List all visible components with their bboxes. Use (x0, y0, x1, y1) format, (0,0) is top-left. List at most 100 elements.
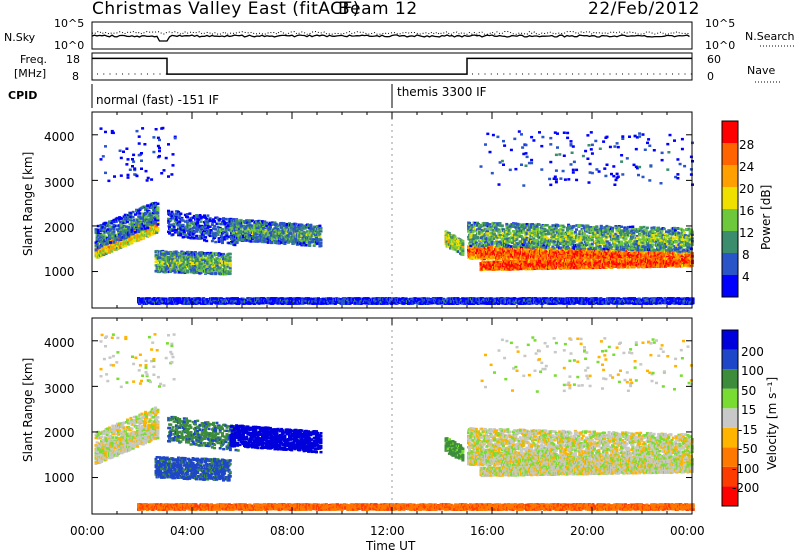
beam-label: Beam 12 (338, 0, 418, 19)
power-cell (229, 253, 232, 256)
power-cell (107, 232, 110, 235)
power-cell (461, 250, 464, 253)
power-cell (193, 237, 196, 240)
power-cell (146, 227, 149, 230)
power-cell (320, 245, 323, 248)
nsky-panel (92, 22, 692, 49)
power-cell (221, 242, 224, 245)
cpid-label: CPID (8, 89, 37, 102)
power-cell (233, 244, 236, 247)
power-cell (282, 222, 285, 225)
power-cell (461, 240, 464, 243)
nsearch-tick-bottom: 10^0 (705, 39, 735, 52)
nsearch-label: N.Search (745, 30, 795, 43)
power-cell (179, 213, 182, 216)
power-cell (95, 248, 98, 251)
freq-panel (92, 53, 692, 80)
power-cell (250, 240, 253, 243)
power-cell (156, 209, 159, 212)
power-cell (156, 229, 159, 232)
power-panel (92, 112, 695, 308)
freq-label-2: [MHz] (14, 67, 46, 80)
nsky-tick-top: 10^5 (54, 17, 84, 30)
nave-tick-top: 60 (707, 53, 721, 66)
power-cell (214, 273, 217, 276)
power-cell (217, 234, 220, 237)
power-cell (155, 214, 158, 217)
power-cell (113, 230, 116, 233)
power-cell (110, 250, 113, 253)
power-cell (240, 220, 243, 223)
power-cell (204, 236, 207, 239)
freq-tick-top: 18 (66, 53, 80, 66)
freq-frame (92, 53, 692, 80)
power-cell (229, 259, 232, 262)
power-cell (138, 212, 141, 215)
power-cell (229, 272, 232, 275)
power-cell (320, 239, 323, 242)
power-cell (195, 235, 198, 238)
nave-label: Nave (747, 64, 775, 77)
power-cell (270, 241, 273, 244)
power-cell (104, 227, 107, 230)
power-cell (214, 241, 217, 244)
power-cell (308, 244, 311, 247)
power-cell (224, 218, 227, 221)
nsearch-series (92, 32, 690, 35)
power-cell (113, 241, 116, 244)
power-cell (182, 224, 185, 227)
power-cell (155, 231, 158, 234)
power-cell (229, 264, 232, 267)
power-cell (220, 235, 223, 238)
power-cell (213, 220, 216, 223)
power-cell (156, 212, 159, 215)
power-cell (109, 241, 112, 244)
freq-tick-bottom: 8 (72, 70, 79, 83)
power-cell (318, 225, 321, 228)
power-cell (219, 218, 222, 221)
power-cell (101, 243, 104, 246)
power-cell (206, 214, 209, 217)
power-cell (205, 240, 208, 243)
power-cell (186, 216, 189, 219)
power-cell (132, 216, 135, 219)
freq-label-1: Freq. (20, 53, 47, 66)
date-label: 22/Feb/2012 (588, 0, 700, 19)
power-cell (200, 220, 203, 223)
power-cell (172, 233, 175, 236)
power-cell (221, 228, 224, 231)
power-cell (196, 221, 199, 224)
power-cell (318, 233, 321, 236)
power-cell (224, 229, 227, 232)
nsky-label: N.Sky (4, 31, 36, 44)
power-cell (100, 245, 103, 248)
power-cell (229, 269, 232, 272)
cpid-mode-1: normal (fast) -151 IF (96, 93, 219, 107)
freq-series (92, 58, 692, 74)
nave-tick-bottom: 0 (707, 70, 714, 83)
power-cell (157, 264, 160, 267)
power-cell (113, 228, 116, 231)
power-cell (461, 252, 464, 255)
power-cell (229, 256, 232, 259)
power-cell (213, 225, 216, 228)
station-title: Christmas Valley East (fitACF) (92, 0, 360, 19)
power-cell (156, 217, 159, 220)
power-cell (132, 211, 135, 214)
power-cell (236, 241, 239, 244)
power-cell (206, 223, 209, 226)
power-cell (135, 224, 138, 227)
power-cell (229, 262, 232, 265)
power-cell (211, 240, 214, 243)
power-cell (320, 227, 323, 230)
power-cell (124, 245, 127, 248)
power-cell (219, 267, 222, 270)
power-cell (173, 225, 176, 228)
power-cell (188, 212, 191, 215)
nsky-series (92, 35, 690, 41)
power-cell (320, 242, 323, 245)
power-cell (156, 223, 159, 226)
power-cell (461, 244, 464, 247)
cpid-mode-2: themis 3300 IF (397, 85, 487, 99)
